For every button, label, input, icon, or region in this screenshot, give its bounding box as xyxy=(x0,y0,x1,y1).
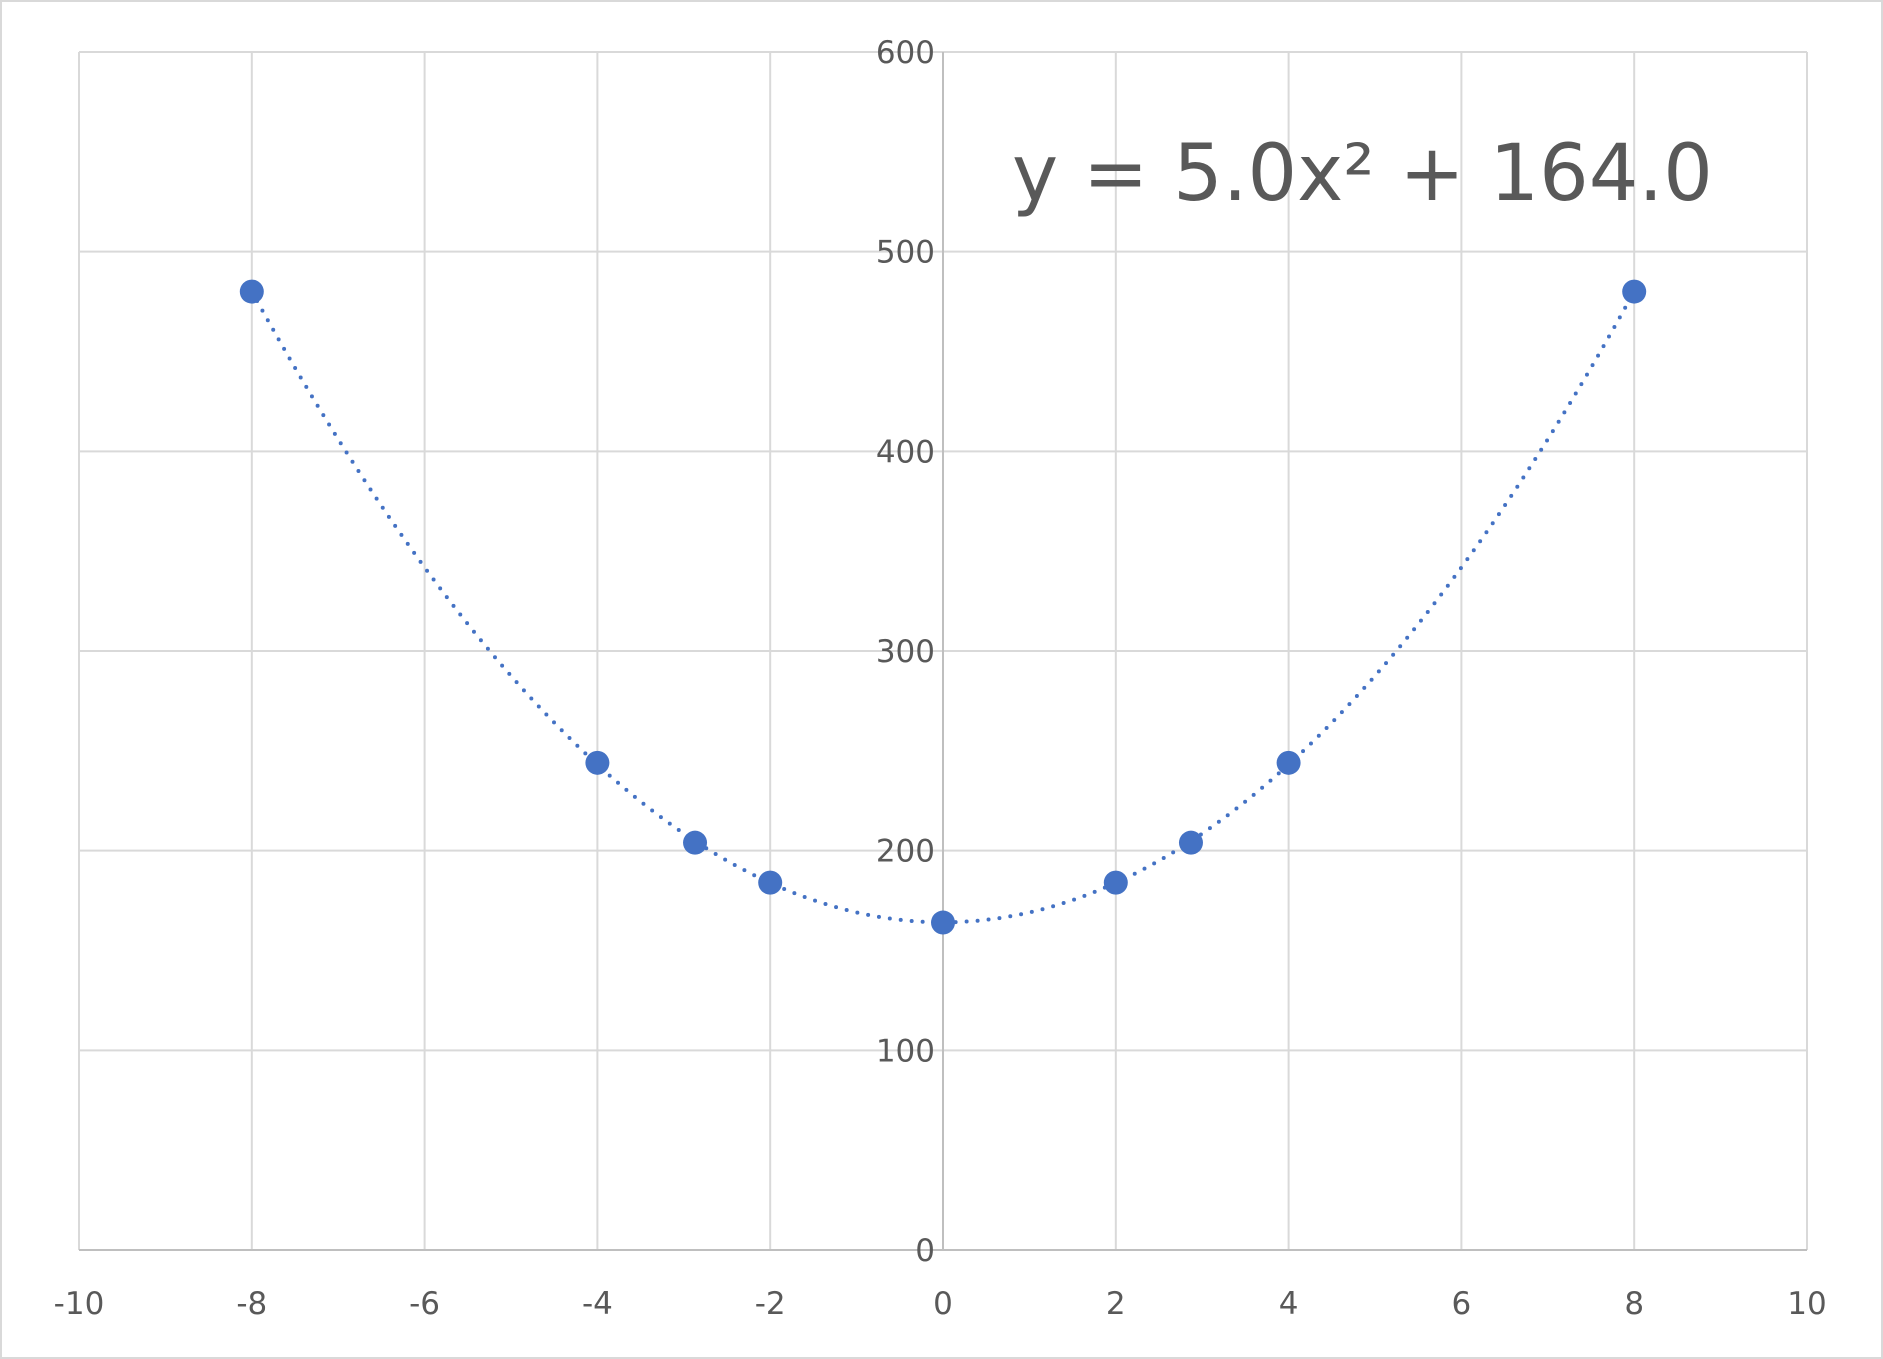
point xyxy=(585,750,610,775)
trendline-equation: y = 5.0x² + 164.0 xyxy=(1012,129,1713,219)
x-tick-label: 2 xyxy=(1106,1286,1126,1322)
x-tick-label: -8 xyxy=(236,1286,267,1322)
point xyxy=(931,910,955,935)
point xyxy=(758,870,783,895)
x-tick-label: 6 xyxy=(1452,1286,1472,1322)
x-tick-label: -2 xyxy=(755,1286,786,1322)
x-tick-label: 8 xyxy=(1624,1286,1644,1322)
x-tick-label: -10 xyxy=(54,1286,105,1322)
x-tick-label: -6 xyxy=(409,1286,440,1322)
point xyxy=(239,279,264,304)
point xyxy=(1622,279,1647,304)
x-tick-label: 4 xyxy=(1279,1286,1299,1322)
y-tick-label: 600 xyxy=(876,35,935,71)
x-tick-label: 10 xyxy=(1787,1286,1826,1322)
y-tick-label: 300 xyxy=(876,634,935,670)
y-tick-label: 400 xyxy=(876,434,935,470)
point xyxy=(1276,750,1301,775)
point xyxy=(1178,830,1203,855)
y-tick-label: 100 xyxy=(876,1033,935,1069)
point xyxy=(683,830,708,855)
point xyxy=(1103,870,1128,895)
x-tick-label: 0 xyxy=(933,1286,953,1322)
y-tick-label: 500 xyxy=(876,235,935,271)
x-tick-label: -4 xyxy=(582,1286,613,1322)
y-tick-label: 200 xyxy=(876,834,935,870)
y-tick-label: 0 xyxy=(915,1233,935,1269)
